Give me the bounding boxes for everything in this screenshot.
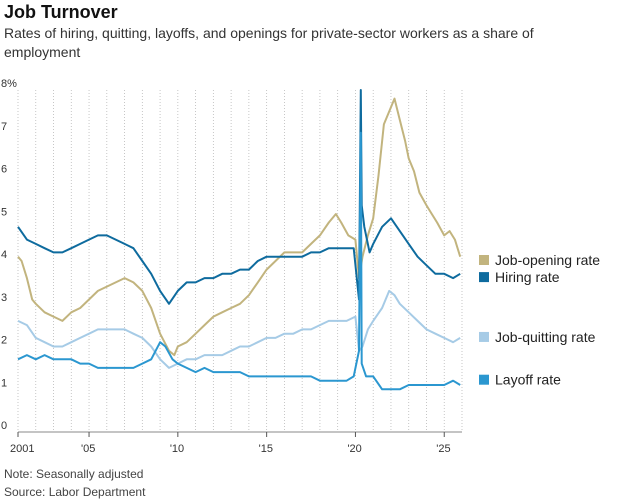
y-tick-label: 5 bbox=[1, 206, 7, 218]
y-tick-label: 2 bbox=[1, 335, 7, 347]
series-line-job-quitting-rate bbox=[17, 289, 461, 369]
y-tick-label: 3 bbox=[1, 292, 7, 304]
legend-swatch-layoff-rate bbox=[479, 374, 489, 385]
x-tick-label: '10 bbox=[170, 443, 184, 455]
y-tick-label: 7 bbox=[1, 121, 7, 133]
y-tick-label: 8% bbox=[1, 78, 17, 90]
series-line-hiring-rate bbox=[17, 89, 461, 305]
grid-layer bbox=[17, 90, 463, 432]
legend-swatch-hiring-rate bbox=[479, 272, 489, 283]
x-tick-label: '20 bbox=[347, 443, 361, 455]
chart-source: Source: Labor Department bbox=[4, 485, 146, 499]
chart-note: Note: Seasonally adjusted bbox=[4, 467, 144, 481]
legend-swatch-job-opening-rate bbox=[479, 255, 489, 265]
x-tick-label: '05 bbox=[81, 443, 95, 455]
chart-title: Job Turnover bbox=[4, 2, 118, 22]
legend-label-job-quitting-rate: Job-quitting rate bbox=[495, 329, 596, 345]
legend-label-hiring-rate: Hiring rate bbox=[495, 269, 560, 285]
series-layer bbox=[17, 89, 462, 391]
series-line-layoff-rate bbox=[17, 131, 461, 391]
x-tick-label: '25 bbox=[436, 443, 450, 455]
y-tick-label: 4 bbox=[1, 249, 7, 261]
x-tick-label: '15 bbox=[259, 443, 273, 455]
series-line-job-opening-rate bbox=[17, 97, 462, 357]
legend-label-job-opening-rate: Job-opening rate bbox=[495, 252, 600, 268]
chart-subtitle: Rates of hiring, quitting, layoffs, and … bbox=[4, 25, 534, 60]
legend-swatch-job-quitting-rate bbox=[479, 331, 489, 342]
y-tick-label: 1 bbox=[1, 377, 7, 389]
x-tick-label: 2001 bbox=[10, 443, 34, 455]
y-tick-label: 0 bbox=[1, 420, 7, 432]
y-tick-label: 6 bbox=[1, 164, 7, 176]
legend-label-layoff-rate: Layoff rate bbox=[495, 372, 561, 388]
